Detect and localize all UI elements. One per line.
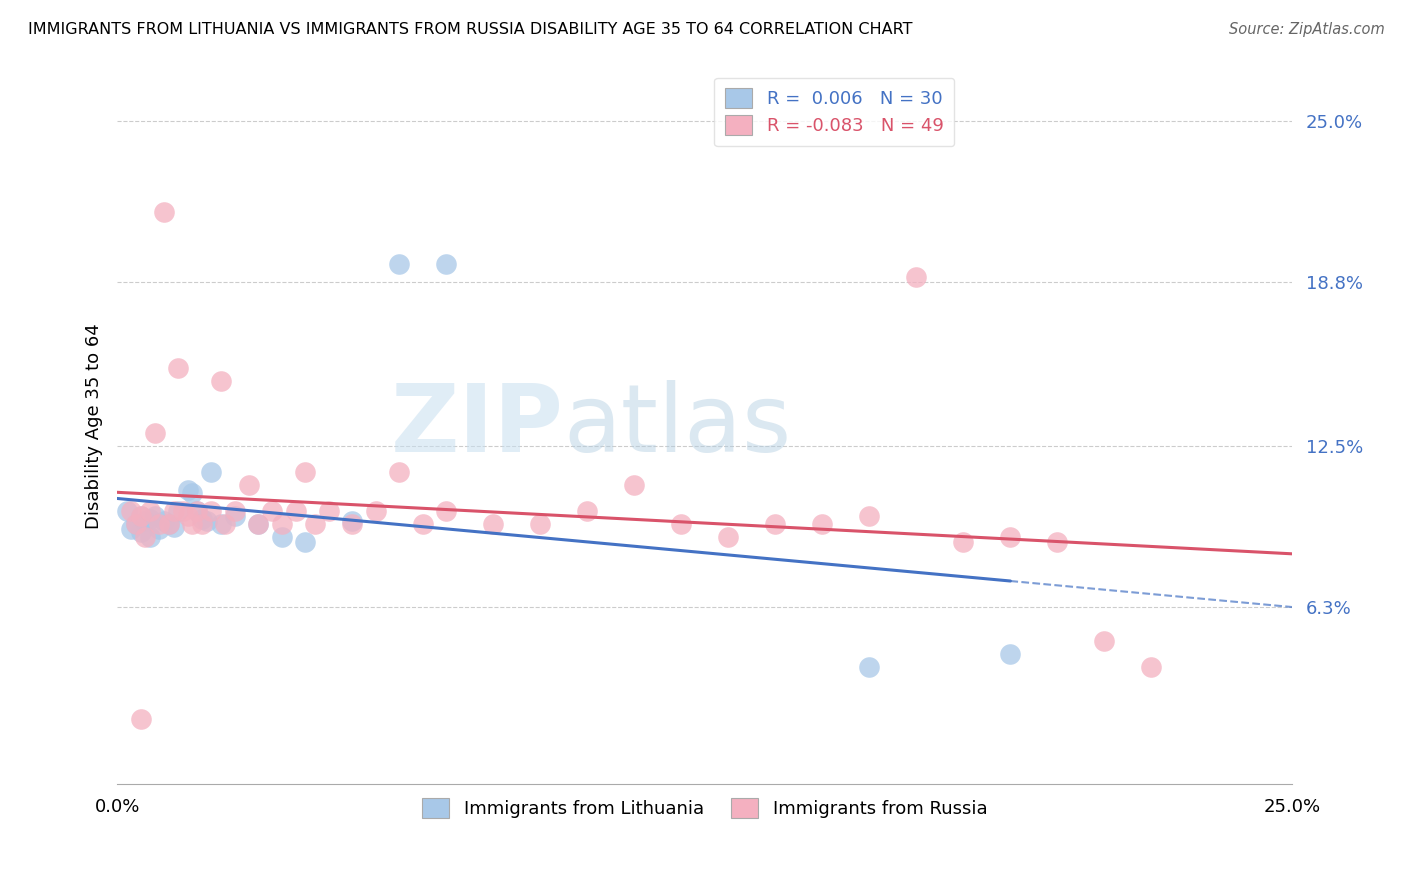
Point [167,360,190,375]
Point [214,517,236,532]
Point [342,515,364,529]
Point [529,517,551,532]
Point [139,530,162,544]
Point [195,515,218,529]
Point [129,509,152,524]
Point [209,517,232,532]
Point [304,517,326,532]
Text: Source: ZipAtlas.com: Source: ZipAtlas.com [1229,22,1385,37]
Point [120,504,142,518]
Point [129,509,152,524]
Point [858,509,880,524]
Point [186,504,208,518]
Point [412,517,434,532]
Point [157,517,180,532]
Point [120,522,142,536]
Point [148,522,170,536]
Point [342,517,364,532]
Point [1000,530,1022,544]
Point [388,465,411,479]
Point [224,509,246,524]
Point [115,504,138,518]
Point [143,509,166,524]
Point [191,517,214,532]
Point [1092,634,1115,648]
Point [224,504,246,518]
Point [858,660,880,674]
Point [247,517,270,532]
Point [153,515,176,529]
Point [1000,647,1022,661]
Point [284,504,307,518]
Point [952,535,974,549]
Text: ZIP: ZIP [391,381,564,473]
Point [148,517,170,532]
Point [181,486,204,500]
Point [905,269,928,284]
Point [576,504,599,518]
Point [270,530,292,544]
Point [294,465,316,479]
Point [247,517,270,532]
Point [270,517,292,532]
Point [129,712,152,726]
Point [125,517,148,532]
Point [186,504,208,518]
Point [262,504,284,518]
Point [125,517,148,532]
Legend: Immigrants from Lithuania, Immigrants from Russia: Immigrants from Lithuania, Immigrants fr… [415,791,994,825]
Point [294,535,316,549]
Text: atlas: atlas [564,381,792,473]
Point [1140,660,1163,674]
Point [209,374,232,388]
Text: IMMIGRANTS FROM LITHUANIA VS IMMIGRANTS FROM RUSSIA DISABILITY AGE 35 TO 64 CORR: IMMIGRANTS FROM LITHUANIA VS IMMIGRANTS … [28,22,912,37]
Point [200,504,222,518]
Point [181,517,204,532]
Point [153,204,176,219]
Point [238,478,260,492]
Point [162,519,184,533]
Point [167,504,190,518]
Point [388,257,411,271]
Point [717,530,740,544]
Point [482,517,505,532]
Point [434,257,457,271]
Point [162,504,184,518]
Point [811,517,834,532]
Point [763,517,786,532]
Point [191,512,214,526]
Point [623,478,645,492]
Point [318,504,340,518]
Point [200,465,222,479]
Y-axis label: Disability Age 35 to 64: Disability Age 35 to 64 [86,324,103,529]
Point [172,504,194,518]
Point [671,517,693,532]
Point [143,425,166,440]
Point [157,517,180,532]
Point [177,509,200,524]
Point [134,530,156,544]
Point [177,483,200,498]
Point [129,524,152,539]
Point [134,515,156,529]
Point [1046,535,1069,549]
Point [139,512,162,526]
Point [139,504,162,518]
Point [364,504,387,518]
Point [434,504,457,518]
